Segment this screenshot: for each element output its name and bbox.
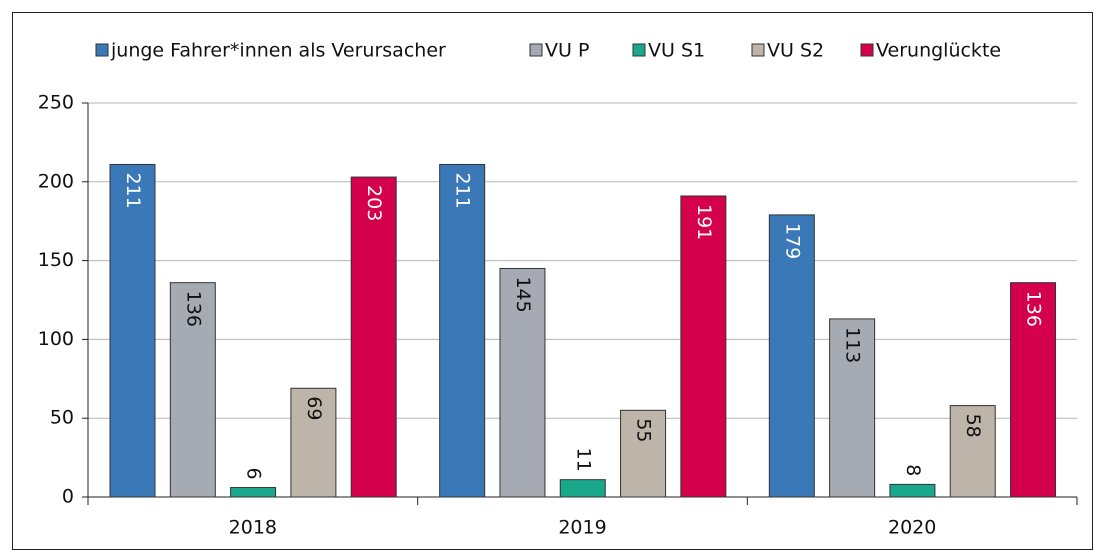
data-label: 211	[122, 172, 144, 208]
data-label: 136	[182, 291, 204, 327]
data-label: 211	[452, 172, 474, 208]
bar	[230, 487, 277, 498]
bar	[559, 479, 606, 498]
legend-swatch	[751, 43, 765, 57]
x-tick-label: 2018	[229, 517, 277, 539]
y-tick-label: 200	[38, 170, 74, 192]
bar	[499, 267, 546, 498]
legend-label: VU S1	[648, 40, 705, 62]
legend-swatch	[860, 43, 874, 57]
bar	[949, 405, 996, 498]
legend-label: junge Fahrer*innen als Verursacher	[110, 40, 446, 62]
y-tick-label: 50	[50, 407, 74, 429]
legend-swatch	[95, 43, 109, 57]
bar	[680, 195, 727, 498]
legend-swatch	[632, 43, 646, 57]
legend-label: VU P	[545, 40, 589, 62]
x-tick-label: 2020	[888, 517, 936, 539]
data-label: 55	[633, 418, 655, 442]
bar	[768, 214, 815, 498]
data-label: 179	[781, 223, 803, 259]
y-tick-label: 0	[62, 486, 74, 508]
x-tick-label: 2019	[558, 517, 606, 539]
bar	[439, 163, 486, 498]
data-label: 145	[512, 276, 534, 312]
bar	[889, 483, 936, 498]
data-label: 69	[303, 396, 325, 420]
bar	[829, 318, 876, 498]
bar	[350, 176, 397, 498]
y-tick-label: 150	[38, 249, 74, 271]
bar	[109, 163, 156, 498]
data-label: 191	[693, 204, 715, 240]
data-label: 6	[243, 467, 265, 479]
data-label: 203	[363, 185, 385, 221]
y-tick-label: 250	[38, 92, 74, 114]
data-label: 11	[572, 447, 594, 471]
data-label: 8	[902, 464, 924, 476]
y-tick-label: 100	[38, 328, 74, 350]
bar	[290, 387, 337, 498]
data-label: 113	[842, 327, 864, 363]
bar	[620, 409, 667, 498]
legend-swatch	[529, 43, 543, 57]
data-label: 136	[1023, 291, 1045, 327]
bar	[169, 282, 216, 498]
legend-label: VU S2	[767, 40, 824, 62]
legend-label: Verunglückte	[876, 40, 1001, 62]
data-label: 58	[962, 414, 984, 438]
bar	[1010, 282, 1057, 498]
